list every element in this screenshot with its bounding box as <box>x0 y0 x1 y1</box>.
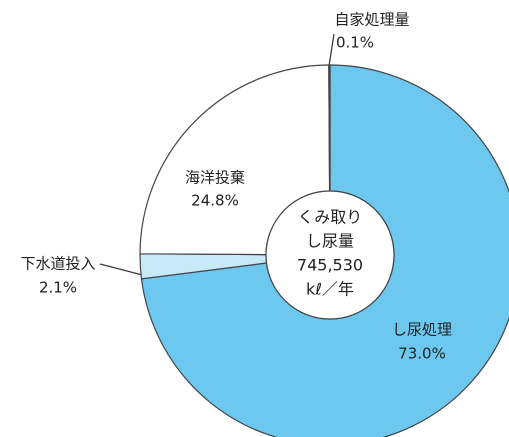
slice-label: し尿処理 <box>392 321 452 339</box>
leader-line <box>328 33 335 67</box>
slice-label: 海洋投棄 <box>185 169 245 187</box>
center-text: くみ取り <box>298 208 363 227</box>
center-hole <box>265 190 395 320</box>
slice-label: 下水道投入 <box>20 255 95 273</box>
value-label: 2.1% <box>39 279 77 297</box>
leader-line <box>99 263 147 277</box>
center-text: し尿量 <box>306 232 354 251</box>
value-label: 24.8% <box>191 192 239 210</box>
center-text: kℓ／年 <box>306 280 354 299</box>
center-text: 745,530 <box>297 256 363 275</box>
slice-label: 自家処理量 <box>334 11 409 29</box>
value-label: 0.1% <box>336 34 374 52</box>
value-label: 73.0% <box>398 345 446 363</box>
pie-slice <box>328 64 331 192</box>
